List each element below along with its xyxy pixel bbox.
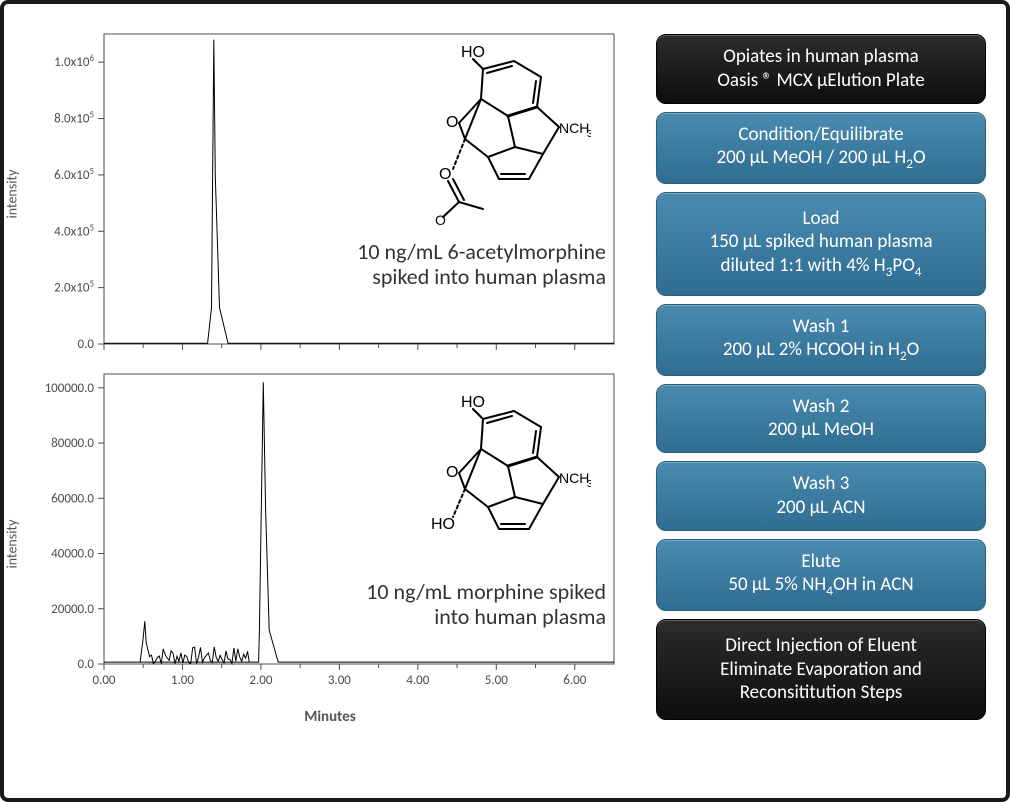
svg-text:5.00: 5.00 xyxy=(485,673,508,688)
svg-text:3: 3 xyxy=(587,129,591,140)
svg-text:0.00: 0.00 xyxy=(92,673,115,688)
step-7: Direct Injection of EluentEliminate Evap… xyxy=(656,619,986,720)
svg-text:NCH: NCH xyxy=(559,120,589,136)
svg-text:O: O xyxy=(435,212,446,228)
svg-text:3: 3 xyxy=(587,479,591,490)
ylabel-bottom: intensity xyxy=(4,519,21,568)
svg-text:8.0x105: 8.0x105 xyxy=(54,109,94,127)
xaxis-title: Minutes xyxy=(24,708,636,726)
step-2: Load150 μL spiked human plasmadiluted 1:… xyxy=(656,192,986,296)
svg-text:40000.0: 40000.0 xyxy=(51,547,94,562)
svg-text:HO: HO xyxy=(431,516,455,533)
mol-morphine: HO NCH 3 O xyxy=(391,389,591,569)
figure-frame: intensity 0.0 2.0x105 4.0x105 6.0x105 8.0x10… xyxy=(0,0,1010,802)
chart-bottom-wrap: intensity 0.020000.040000.060000.080000.… xyxy=(24,364,636,724)
svg-text:3.00: 3.00 xyxy=(328,673,351,688)
ylabel-top: intensity xyxy=(4,169,21,218)
charts-panel: intensity 0.0 2.0x105 4.0x105 6.0x105 8.0x10… xyxy=(4,4,646,798)
annotation-bottom: 10 ng/mL morphine spikedinto human plasm… xyxy=(276,579,606,630)
annotation-top-l1: 10 ng/mL 6-acetylmorphinespiked into hum… xyxy=(357,238,606,290)
svg-text:4.0x105: 4.0x105 xyxy=(54,222,94,240)
step-4: Wash 2200 μL MeOH xyxy=(656,384,986,454)
svg-text:60000.0: 60000.0 xyxy=(51,491,94,506)
svg-text:100000.0: 100000.0 xyxy=(45,381,95,396)
svg-text:4.00: 4.00 xyxy=(406,673,429,688)
svg-text:O: O xyxy=(446,114,458,131)
mol-acetylmorphine: HO NCH 3 O xyxy=(391,39,591,234)
step-3: Wash 1200 μL 2% HCOOH in H2O xyxy=(656,304,986,376)
step-5: Wash 3200 μL ACN xyxy=(656,461,986,531)
svg-text:6.00: 6.00 xyxy=(563,673,586,688)
steps-panel: Opiates in human plasmaOasis ® MCX μElut… xyxy=(646,4,1006,798)
svg-text:O: O xyxy=(439,166,451,183)
annotation-top: 10 ng/mL 6-acetylmorphinespiked into hum… xyxy=(256,239,606,290)
svg-text:80000.0: 80000.0 xyxy=(51,436,94,451)
svg-text:0.0: 0.0 xyxy=(78,657,95,672)
svg-text:1.00: 1.00 xyxy=(171,673,194,688)
step-0: Opiates in human plasmaOasis ® MCX μElut… xyxy=(656,34,986,104)
svg-text:20000.0: 20000.0 xyxy=(51,602,94,617)
step-6: Elute50 μL 5% NH4OH in ACN xyxy=(656,539,986,611)
svg-text:1.0x106: 1.0x106 xyxy=(54,53,94,71)
step-1: Condition/Equilibrate200 μL MeOH / 200 μ… xyxy=(656,112,986,184)
chart-top-wrap: intensity 0.02.0x1054.0x1056.0x1058.0x10… xyxy=(24,24,636,364)
svg-text:6.0x105: 6.0x105 xyxy=(54,165,94,183)
svg-text:O: O xyxy=(446,464,458,481)
svg-text:NCH: NCH xyxy=(559,470,589,486)
svg-text:2.0x105: 2.0x105 xyxy=(54,278,94,296)
annotation-bottom-text: 10 ng/mL morphine spikedinto human plasm… xyxy=(366,578,606,630)
svg-text:2.00: 2.00 xyxy=(249,673,272,688)
svg-text:0.0: 0.0 xyxy=(78,337,95,352)
